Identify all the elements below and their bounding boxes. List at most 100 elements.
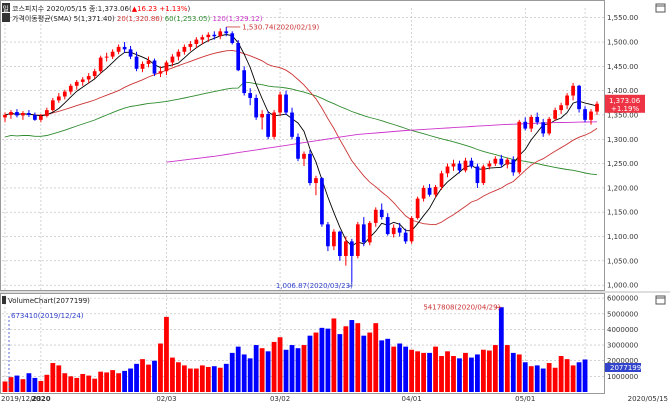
candle-body (469, 160, 474, 167)
price-panel-maximize-icon[interactable] (655, 3, 666, 13)
candle-body (68, 85, 73, 92)
candle-body (397, 227, 402, 233)
price-tick-label: 1,450.00 (607, 63, 638, 71)
volume-bar (253, 345, 259, 392)
date-tick-label: 02/03 (156, 395, 176, 403)
volume-panel-maximize-icon[interactable] (655, 295, 666, 305)
volume-bar (492, 345, 498, 392)
candle-body (176, 51, 181, 57)
volume-bar (26, 373, 32, 392)
candle-body (27, 113, 31, 115)
volume-bar (187, 368, 193, 392)
volume-bar (38, 381, 44, 392)
volume-tick-label: 2000000 (607, 357, 638, 365)
volume-bar (415, 351, 421, 392)
volume-bar (80, 374, 86, 392)
candle-body (361, 224, 366, 243)
candle-body (21, 113, 25, 116)
candle-body (565, 95, 569, 106)
candle-body (110, 51, 115, 57)
volume-bar (170, 357, 175, 392)
volume-bar (8, 377, 14, 392)
volume-bar (385, 338, 391, 392)
ma20-line (4, 49, 598, 226)
volume-bar (540, 368, 546, 392)
candle-body (290, 112, 294, 137)
candle-body (571, 85, 575, 96)
price-tick-label: 1,050.00 (607, 257, 638, 265)
candle-body (559, 105, 563, 111)
candle-body (493, 158, 498, 164)
volume-bar (164, 316, 169, 392)
candle-body (415, 198, 420, 219)
price-tick-label: 1,250.00 (607, 160, 638, 168)
candle-body (9, 112, 13, 115)
candle-body (224, 31, 229, 34)
ma-legend-line: 가격이동평균(SMA) 5(1,371.40) 20(1,320.86) 60(… (12, 14, 263, 23)
candle-body (433, 186, 438, 195)
candle-body (206, 34, 211, 38)
candle-body (200, 37, 205, 40)
candle-body (421, 187, 426, 199)
volume-tick-label: 5000000 (607, 310, 638, 318)
volume-bar (445, 351, 450, 392)
date-tick-label: 2020/05/15 (628, 395, 668, 403)
volume-bar (199, 365, 205, 392)
volume-bar (158, 343, 163, 392)
candle-body (439, 173, 444, 187)
volume-bar (247, 358, 253, 392)
volume-bar (451, 356, 456, 392)
volume-bar (457, 358, 462, 392)
candle-body (373, 209, 378, 223)
candle-body (379, 209, 384, 218)
candle-body (182, 46, 187, 52)
volume-bar (355, 323, 361, 392)
candle-body (332, 231, 336, 247)
volume-bar (74, 377, 80, 392)
candle-body (188, 43, 193, 47)
candle-body (242, 70, 247, 94)
last-volume-tag-value: 2077199 (610, 364, 641, 372)
price-tick-label: 1,350.00 (607, 111, 638, 119)
volume-tick-label: 4000000 (607, 326, 638, 334)
volume-bar (104, 372, 110, 392)
candle-body (367, 222, 372, 243)
volume-bar (295, 348, 301, 392)
candle-body (296, 136, 300, 159)
volume-bar (32, 377, 38, 392)
volume-bar (516, 354, 522, 392)
candle-body (194, 39, 199, 44)
volume-bar (301, 345, 307, 392)
moving-average-lines (4, 34, 598, 247)
last-price-tag (605, 94, 645, 113)
candle-body (535, 116, 540, 123)
candle-body (577, 85, 581, 110)
candle-body (403, 232, 408, 242)
volume-bar (427, 352, 432, 392)
volume-bar (469, 357, 474, 392)
volume-bar (307, 335, 313, 392)
last-volume-tag (605, 363, 641, 372)
candle-body (320, 178, 324, 225)
volume-bar (176, 362, 181, 392)
peak-annotation: 1,530.74(2020/02/19) (242, 23, 319, 31)
price-tick-label: 1,100.00 (607, 233, 638, 241)
volume-min-annotation: 673410(2019/12/24) (11, 312, 84, 320)
volume-bar (134, 363, 139, 392)
ma5-line (4, 34, 598, 247)
volume-bar (409, 349, 415, 392)
volume-legend-box (2, 296, 6, 304)
price-tick-label: 1,400.00 (607, 87, 638, 95)
candle-body (499, 158, 504, 165)
price-axis-labels: 1,550.00 1,500.00 1,450.00 1,400.00 1,350.00… (607, 14, 638, 289)
date-tick-label: 2019/12/23 (1, 395, 41, 403)
volume-bar (510, 352, 516, 392)
ma60-line (4, 81, 598, 176)
volume-bar (534, 365, 540, 392)
volume-bar (439, 356, 444, 392)
volume-bar (146, 364, 151, 392)
volume-bar (486, 350, 492, 392)
price-tick-label: 1,300.00 (607, 136, 638, 144)
volume-bar (403, 346, 409, 392)
